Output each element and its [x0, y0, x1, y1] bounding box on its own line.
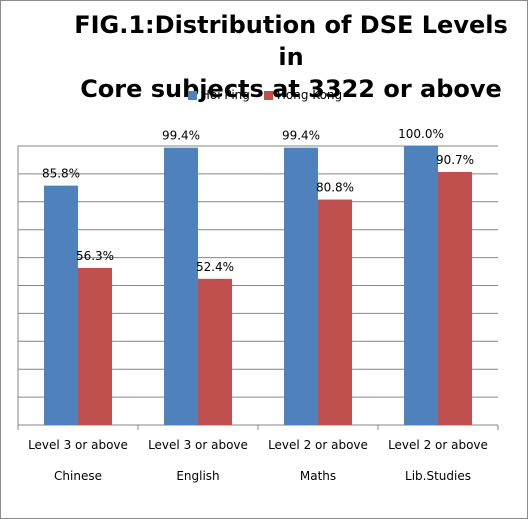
x-tick-label-level: Level 3 or above [148, 438, 248, 452]
legend-entry-hong-kong: Hong Kong [263, 88, 343, 102]
bar [438, 171, 472, 425]
x-tick-label-subject: English [176, 469, 219, 483]
data-label: 85.8% [42, 167, 80, 181]
chart-title: FIG.1:Distribution of DSE Levels in Core… [71, 9, 511, 105]
bar [198, 278, 232, 425]
chart-title-line-2: Core subjects at 3322 or above [80, 75, 502, 103]
bar [78, 267, 112, 425]
legend-label-hong-kong: Hong Kong [276, 88, 343, 102]
data-label: 90.7% [436, 153, 474, 167]
data-label: 100.0% [398, 127, 444, 141]
legend-swatch-hong-kong [263, 90, 273, 100]
data-label: 80.8% [316, 181, 354, 195]
bar [44, 185, 78, 425]
data-label: 99.4% [282, 129, 320, 143]
data-label: 56.3% [76, 249, 114, 263]
x-tick-label-subject: Maths [300, 469, 336, 483]
legend: Hoi Ping Hong Kong [1, 88, 528, 102]
chart-title-line-1: FIG.1:Distribution of DSE Levels in [74, 11, 508, 71]
legend-entry-hoi-ping: Hoi Ping [187, 88, 250, 102]
data-label: 99.4% [162, 129, 200, 143]
x-tick-label-subject: Lib.Studies [405, 469, 471, 483]
legend-label-hoi-ping: Hoi Ping [200, 88, 250, 102]
bar [318, 199, 352, 425]
x-tick-label-level: Level 3 or above [28, 438, 128, 452]
bar [284, 147, 318, 425]
data-label: 52.4% [196, 260, 234, 274]
bar [164, 147, 198, 425]
bar [404, 146, 438, 425]
x-tick-label-subject: Chinese [54, 469, 102, 483]
x-tick-label-level: Level 2 or above [388, 438, 488, 452]
legend-swatch-hoi-ping [187, 90, 197, 100]
x-tick-label-level: Level 2 or above [268, 438, 368, 452]
